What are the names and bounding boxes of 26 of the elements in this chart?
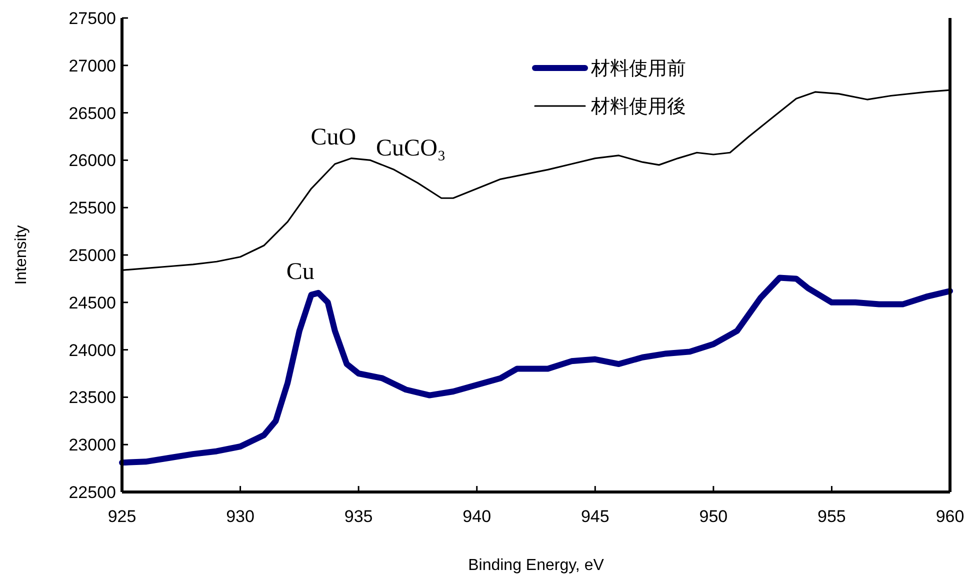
y-tick-label: 25000: [68, 246, 116, 265]
x-axis-title: Binding Energy, eV: [468, 557, 604, 574]
y-tick-label: 23000: [68, 436, 116, 455]
y-axis-title: Intensity: [13, 225, 30, 285]
y-tick-label: 26500: [68, 104, 116, 123]
x-tick-label: 955: [818, 507, 846, 526]
x-tick-label: 930: [226, 507, 254, 526]
legend-label: 材料使用前: [590, 58, 686, 80]
y-tick-label: 25500: [68, 198, 116, 218]
y-tick-label: 27500: [68, 8, 116, 28]
y-tick-label: 27000: [68, 56, 116, 76]
annotation: CuCO₃: [376, 136, 446, 162]
y-tick-label: 24000: [68, 340, 116, 360]
x-tick-label: 935: [344, 507, 373, 526]
x-tick-label: 925: [108, 507, 136, 526]
y-tick-label: 22500: [68, 482, 116, 502]
y-tick-label: 24500: [68, 293, 116, 312]
annotation: Cu: [286, 258, 314, 285]
y-tick-label: 23500: [68, 388, 116, 408]
y-tick-label: 26000: [68, 151, 116, 170]
annotation: CuO: [310, 124, 356, 150]
x-tick-label: 940: [462, 507, 492, 526]
x-tick-label: 960: [936, 507, 964, 526]
legend-label: 材料使用後: [590, 96, 686, 118]
x-tick-label: 945: [580, 507, 610, 526]
x-tick-label: 950: [699, 507, 728, 526]
